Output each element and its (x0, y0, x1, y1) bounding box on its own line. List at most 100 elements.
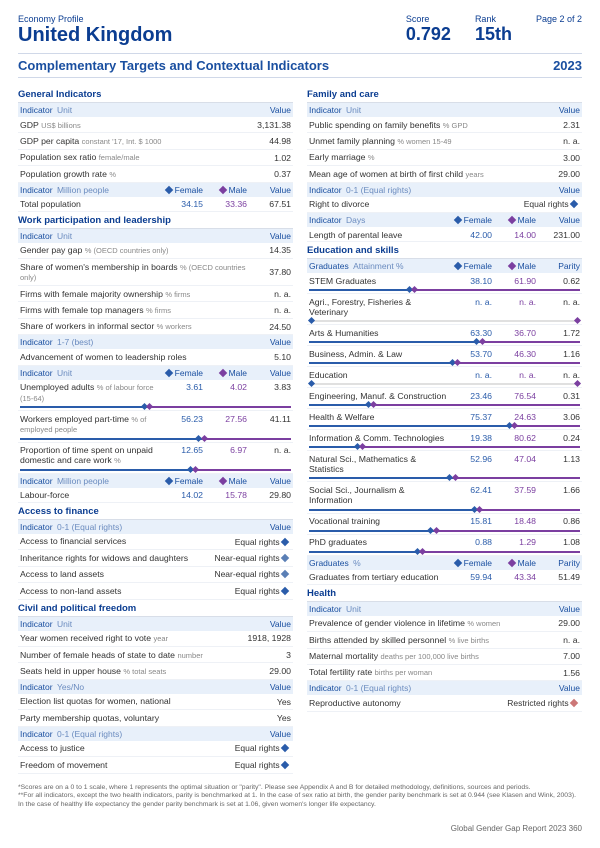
row-value: 3.06 (536, 412, 580, 422)
value-col: Value (247, 231, 291, 241)
header-row: Indicator UnitFemaleMaleValue (18, 366, 293, 380)
row-label: Share of workers in informal sector % wo… (20, 321, 247, 331)
male-value: 27.56 (203, 414, 247, 435)
data-row: PhD graduates 0.881.291.08 (307, 535, 582, 556)
header-row: Indicator 0-1 (Equal rights)Value (307, 681, 582, 695)
row-value: 1.02 (247, 153, 291, 163)
data-row: Proportion of time spent on unpaid domes… (18, 443, 293, 474)
male-value: 1.29 (492, 537, 536, 547)
row-label: Births attended by skilled personnel % l… (309, 635, 536, 645)
female-value: 23.46 (448, 391, 492, 401)
male-value: 76.54 (492, 391, 536, 401)
male-value: 47.04 (492, 454, 536, 475)
indicator-label: Indicator 0-1 (Equal rights) (309, 185, 536, 195)
row-label: Population growth rate % (20, 169, 247, 179)
header-row: Indicator UnitValue (307, 103, 582, 117)
row-value: 3.00 (536, 153, 580, 163)
data-row: Access to justiceEqual rights (18, 741, 293, 757)
rank-metric: Rank 15th (475, 14, 512, 45)
female-value: 19.38 (448, 433, 492, 443)
female-value: 0.88 (448, 537, 492, 547)
data-row: Gender pay gap % (OECD countries only)14… (18, 243, 293, 259)
data-row: Education n. a.n. a.n. a. (307, 367, 582, 388)
row-value: n. a. (536, 370, 580, 380)
data-row: Graduates from tertiary education 59.944… (307, 570, 582, 585)
header-row: Indicator 0-1 (Equal rights)Value (307, 183, 582, 197)
row-label: PhD graduates (309, 537, 448, 547)
indicator-label: Indicator Unit (20, 105, 247, 115)
indicator-label: Indicator 0-1 (Equal rights) (309, 683, 536, 693)
data-row: Population growth rate %0.37 (18, 166, 293, 182)
left-column: General IndicatorsIndicator UnitValueGDP… (18, 86, 293, 774)
header-row: Indicator Yes/NoValue (18, 680, 293, 694)
data-row: Access to non-land assetsEqual rights (18, 583, 293, 599)
row-label: Seats held in upper house % total seats (20, 666, 247, 676)
row-value: 0.24 (536, 433, 580, 443)
data-row: Inheritance rights for widows and daught… (18, 550, 293, 566)
female-value: 62.41 (448, 485, 492, 506)
indicator-label: Indicator Unit (309, 105, 536, 115)
header-row: Indicator Million peopleFemaleMaleValue (18, 183, 293, 197)
male-value: 36.70 (492, 328, 536, 338)
value-col: Value (536, 604, 580, 614)
header-row: Indicator UnitValue (307, 602, 582, 616)
indicator-label: Indicator 0-1 (Equal rights) (20, 522, 247, 532)
data-row: Freedom of movementEqual rights (18, 757, 293, 773)
indicator-label: Indicator Unit (20, 368, 159, 378)
bar-chart (309, 476, 580, 480)
data-row: Public spending on family benefits % GPD… (307, 117, 582, 133)
male-value: 18.48 (492, 516, 536, 526)
female-value: 75.37 (448, 412, 492, 422)
row-label: Vocational training (309, 516, 448, 526)
data-row: Maternal mortality deaths per 100,000 li… (307, 649, 582, 665)
data-row: Total population 34.1533.3667.51 (18, 197, 293, 212)
graduates-label: Graduates Attainment % (309, 261, 448, 271)
indicator-label: Indicator Unit (309, 604, 536, 614)
male-value: 33.36 (203, 199, 247, 209)
row-value: Equal rights (484, 199, 580, 209)
row-label: Reproductive autonomy (309, 698, 484, 708)
row-label: Labour-force (20, 490, 159, 500)
row-value: 14.35 (247, 245, 291, 255)
row-label: Unmet family planning % women 15-49 (309, 136, 536, 146)
bar-chart (309, 529, 580, 533)
footnotes: *Scores are on a 0 to 1 scale, where 1 r… (18, 784, 582, 810)
row-value: 44.98 (247, 136, 291, 146)
male-col: Male (203, 476, 247, 486)
female-value: 38.10 (448, 276, 492, 286)
row-value: 51.49 (536, 572, 580, 582)
footnote: **For all indicators, except the two hea… (18, 792, 582, 810)
data-row: STEM Graduates 38.1061.900.62 (307, 273, 582, 294)
header-left: Economy Profile United Kingdom (18, 14, 172, 47)
female-value: 52.96 (448, 454, 492, 475)
male-value: 6.97 (203, 445, 247, 466)
row-value: 1.66 (536, 485, 580, 506)
parity-col: Parity (536, 558, 580, 568)
value-col: Value (247, 185, 291, 195)
row-value: Equal rights (195, 586, 291, 596)
indicator-label: Indicator Unit (20, 619, 247, 629)
female-value: 3.61 (159, 382, 203, 403)
data-row: Firms with female top managers % firmsn.… (18, 302, 293, 318)
male-col: Male (492, 558, 536, 568)
row-value: 29.00 (536, 618, 580, 628)
male-value: 61.90 (492, 276, 536, 286)
row-label: Prevalence of gender violence in lifetim… (309, 618, 536, 628)
row-value: 29.80 (247, 490, 291, 500)
row-label: Party membership quotas, voluntary (20, 713, 247, 723)
row-label: Access to non-land assets (20, 586, 195, 596)
row-label: Agri., Forestry, Fisheries & Veterinary (309, 297, 448, 318)
data-row: Social Sci., Journalism & Information 62… (307, 482, 582, 513)
female-value: 53.70 (448, 349, 492, 359)
section-title: Family and care (307, 86, 582, 103)
data-row: Advancement of women to leadership roles… (18, 349, 293, 365)
section-title: Access to finance (18, 503, 293, 520)
header-row: Indicator 0-1 (Equal rights)Value (18, 727, 293, 741)
header-right: Score 0.792 Rank 15th Page 2 of 2 (406, 14, 582, 45)
row-value: Equal rights (195, 537, 291, 547)
header-row: Indicator Million peopleFemaleMaleValue (18, 474, 293, 488)
header-row: Indicator 1-7 (best)Value (18, 335, 293, 349)
section-title: Health (307, 585, 582, 602)
female-value: n. a. (448, 370, 492, 380)
indicator-label: Indicator Yes/No (20, 682, 247, 692)
